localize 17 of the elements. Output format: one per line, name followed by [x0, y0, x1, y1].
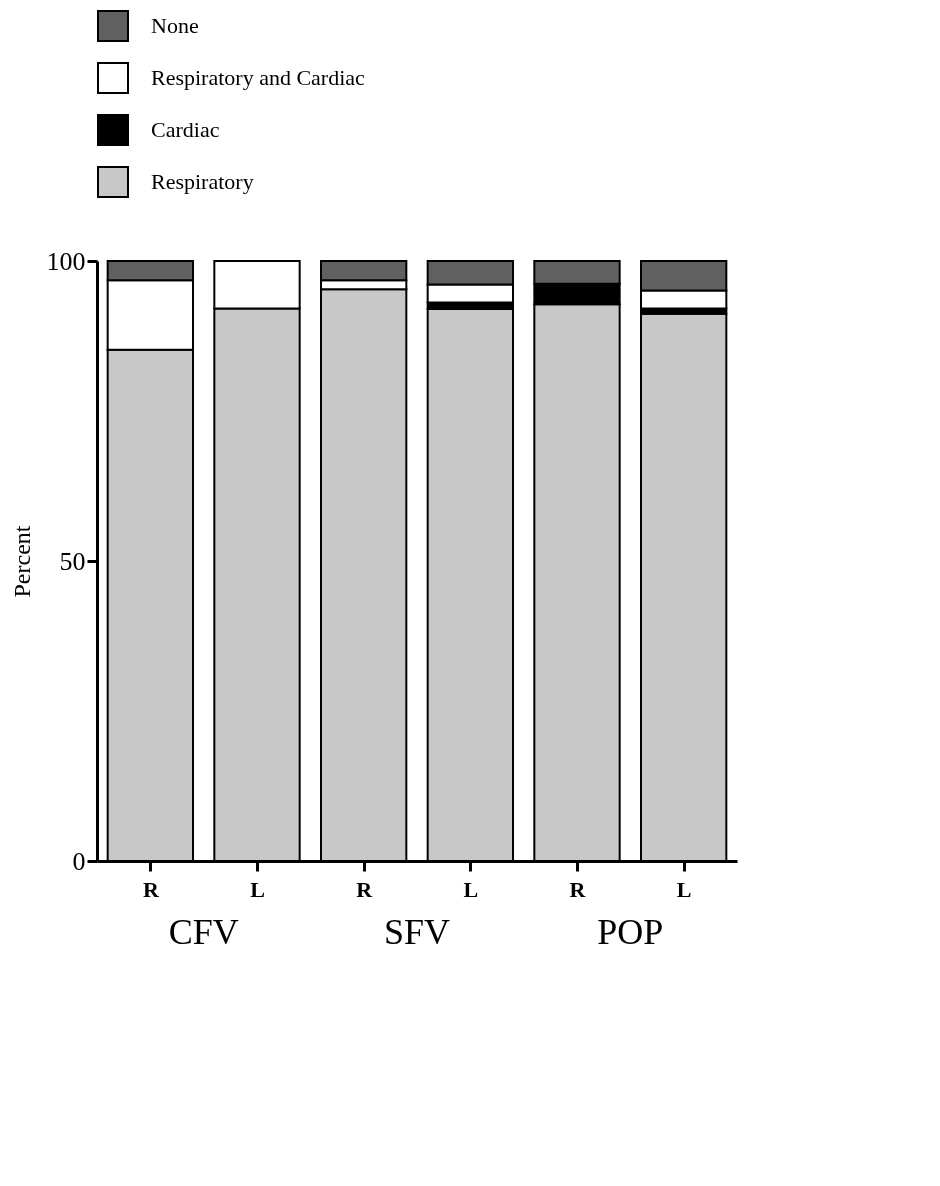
- legend-label: Respiratory and Cardiac: [151, 65, 366, 90]
- legend-label: Cardiac: [151, 117, 220, 142]
- legend-label: Respiratory: [151, 169, 254, 194]
- y-tick-label: 0: [72, 846, 86, 876]
- text: POP: [597, 912, 664, 952]
- y-axis-title: Percent: [8, 525, 35, 598]
- x-tick-label: R: [569, 876, 587, 902]
- x-tick-label: L: [676, 876, 692, 902]
- x-tick-label: R: [356, 876, 374, 902]
- x-tick-label: L: [250, 876, 265, 902]
- x-tick-label: R: [142, 876, 160, 902]
- x-tick-label: L: [463, 876, 479, 902]
- legend-label: None: [151, 13, 199, 38]
- y-tick-label: 50: [59, 546, 86, 576]
- text: CFV: [168, 912, 239, 952]
- text: SFV: [383, 912, 451, 952]
- y-tick-label: 100: [46, 246, 86, 276]
